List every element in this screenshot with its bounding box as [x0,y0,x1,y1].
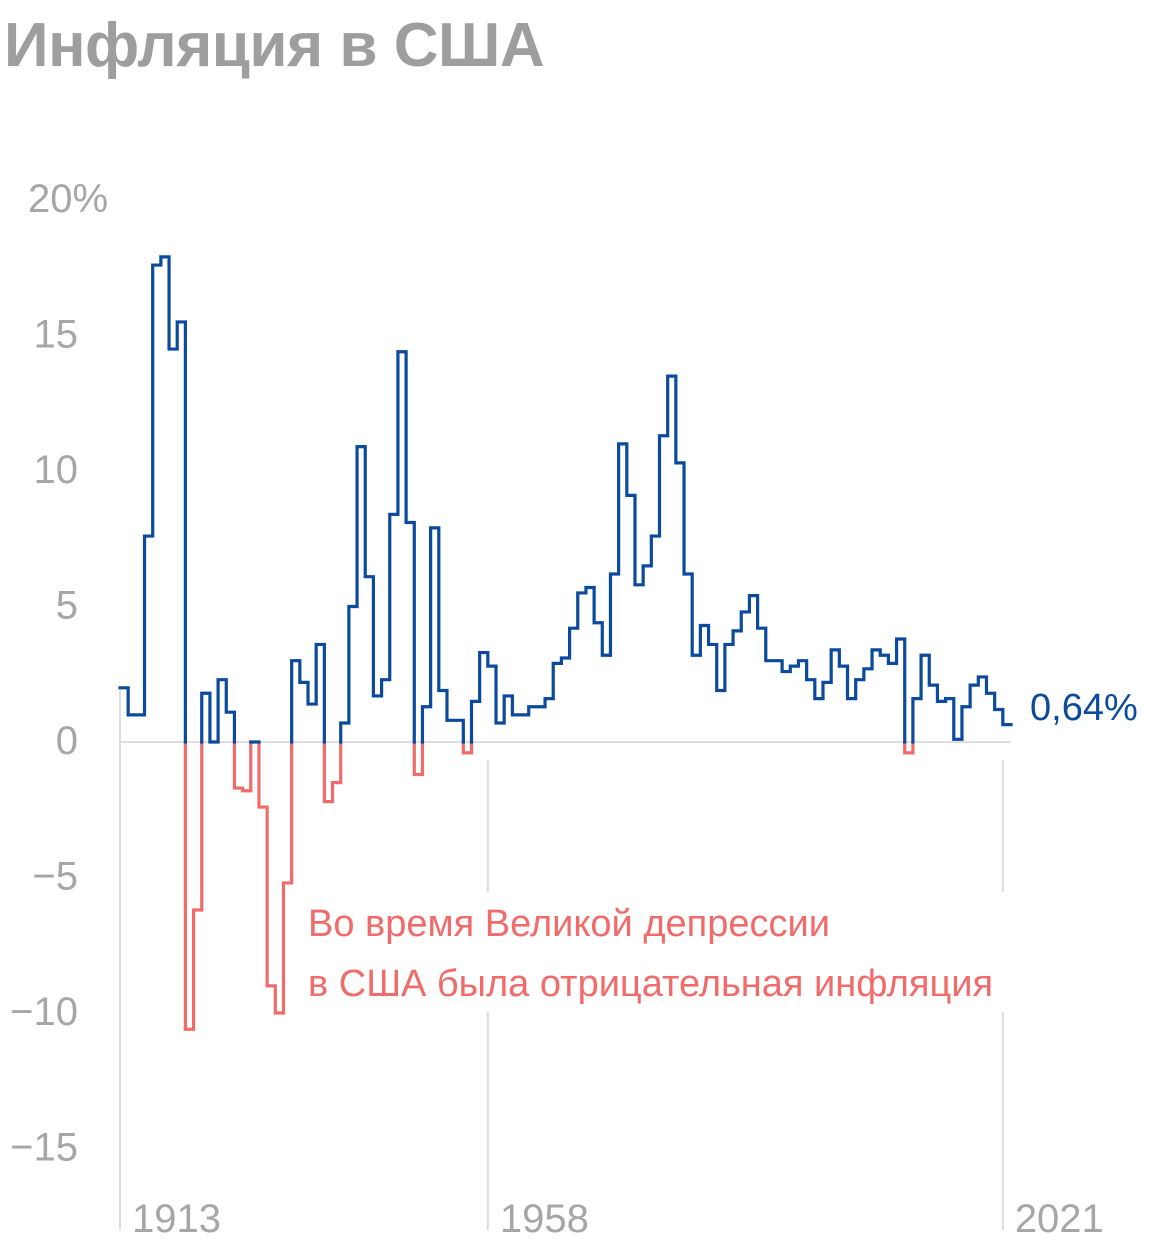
y-tick-label: 5 [56,584,78,628]
positive-inflation-series [118,255,1013,744]
y-tick-label: 20% [28,177,108,221]
annotation-line-2: в США была отрицательная инфляция [308,963,993,1005]
annotation-line-1: Во время Великой депрессии [308,903,830,945]
annotation-background [296,892,1116,1012]
y-tick-label: −10 [10,990,78,1034]
y-tick-label: 15 [34,313,79,357]
y-tick-label: 10 [34,448,79,492]
y-tick-label: 0 [56,719,78,763]
y-tick-label: −15 [10,1126,78,1170]
end-value-label: 0,64% [1030,687,1138,729]
chart-title: Инфляция в США [4,11,545,80]
x-tick-label: 1958 [500,1197,589,1241]
x-tick-label: 1913 [132,1197,221,1241]
x-tick-label: 2021 [1015,1197,1104,1241]
negative-inflation-series [183,740,915,1031]
y-tick-label: −5 [32,855,78,899]
